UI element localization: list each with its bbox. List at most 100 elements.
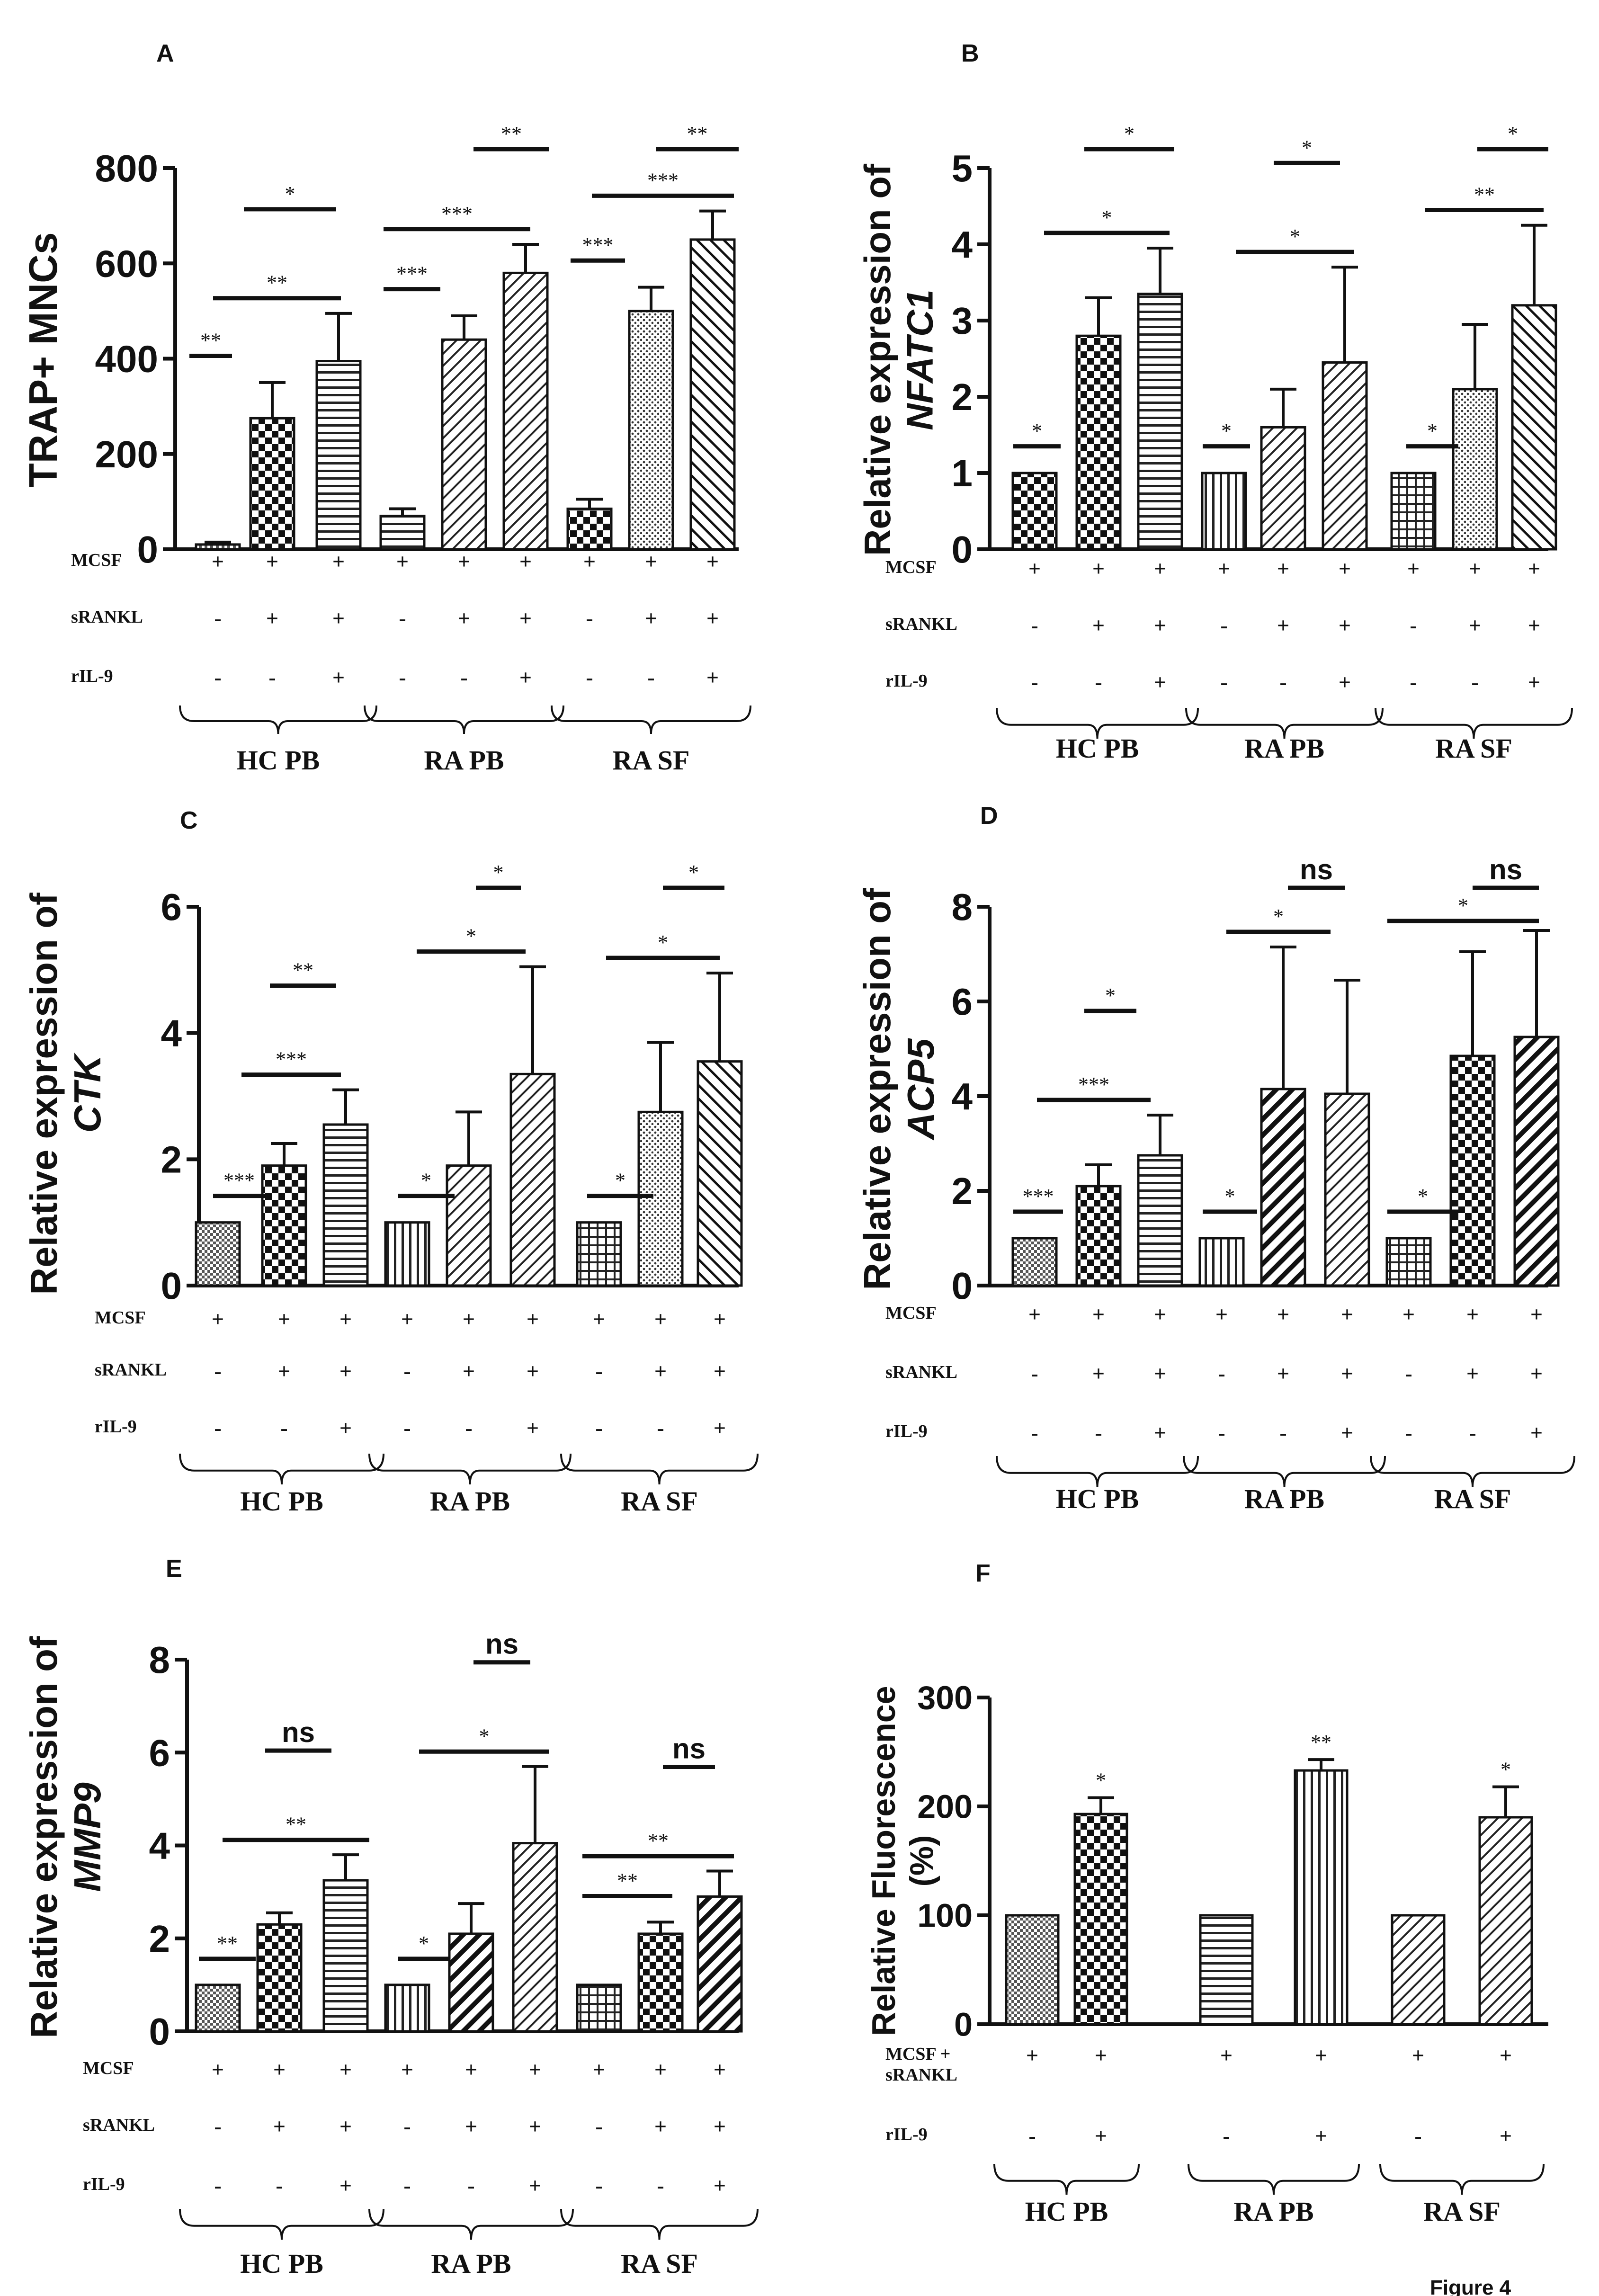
significance-label: **	[267, 271, 287, 295]
condition-value: -	[586, 606, 593, 630]
bar	[1390, 472, 1437, 551]
bar	[195, 543, 241, 551]
panel-letter: A	[156, 40, 174, 67]
y-tick-label: 100	[917, 1897, 973, 1934]
panel-letter: F	[975, 1560, 991, 1587]
y-tick-label: 1	[952, 452, 973, 494]
condition-label: sRANKL	[71, 607, 143, 627]
condition-value: +	[1154, 613, 1166, 637]
group-brace	[179, 2208, 384, 2240]
bar	[384, 1221, 430, 1287]
condition-value: +	[339, 1307, 352, 1331]
condition-value: +	[1215, 1302, 1228, 1326]
condition-value: -	[1031, 613, 1038, 637]
bar	[1385, 1237, 1432, 1287]
condition-value: -	[1405, 1361, 1412, 1385]
condition-value: +	[645, 549, 657, 573]
group-label: RA PB	[430, 1486, 510, 1517]
bar	[1198, 1237, 1245, 1287]
bar	[1513, 1036, 1560, 1287]
group-brace	[560, 1453, 759, 1485]
bar	[1324, 1092, 1370, 1287]
bar	[1073, 1813, 1128, 2026]
significance-label: *	[1124, 122, 1134, 145]
condition-value: +	[529, 2057, 541, 2082]
condition-value: +	[1528, 670, 1540, 694]
group-brace	[551, 705, 751, 734]
significance-label: ns	[282, 1716, 315, 1748]
condition-value: +	[1339, 613, 1351, 637]
y-tick-label: 200	[917, 1788, 973, 1825]
bar	[1137, 293, 1183, 551]
condition-value: +	[654, 2057, 667, 2082]
significance-label: ns	[1489, 854, 1522, 885]
y-tick-label: 3	[952, 300, 973, 342]
bar	[1478, 1816, 1533, 2026]
condition-value: -	[1410, 613, 1417, 637]
condition-value: +	[714, 1359, 726, 1383]
condition-value: -	[1095, 670, 1102, 694]
significance-label: ***	[276, 1048, 307, 1071]
bar	[1511, 304, 1557, 551]
significance-label: *	[285, 182, 295, 205]
condition-value: +	[1407, 556, 1420, 581]
condition-value: -	[268, 665, 276, 689]
condition-value: +	[1341, 1361, 1353, 1385]
condition-label: MCSF	[885, 1303, 937, 1323]
y-tick-label: 2	[952, 376, 973, 418]
condition-value: -	[214, 2114, 221, 2138]
condition-value: +	[1402, 1302, 1415, 1326]
significance-label: *	[1102, 206, 1112, 229]
condition-value: -	[1220, 613, 1227, 637]
bar	[576, 1221, 622, 1287]
condition-value: +	[1220, 2043, 1233, 2067]
condition-value: -	[403, 2114, 411, 2138]
bar	[1260, 426, 1306, 551]
significance-label: *	[1418, 1185, 1428, 1208]
significance-label: *	[1302, 136, 1312, 159]
condition-label: MCSF + sRANKL	[885, 2044, 957, 2085]
condition-label: rIL-9	[885, 671, 928, 691]
condition-value: -	[657, 1416, 664, 1440]
group-label: HC PB	[240, 1486, 323, 1517]
bar	[628, 310, 674, 551]
group-brace	[1379, 2163, 1545, 2195]
bar	[576, 1983, 622, 2033]
bar	[379, 515, 426, 551]
significance-label: ns	[1300, 854, 1333, 885]
group-label: HC PB	[237, 745, 320, 776]
condition-value: -	[1405, 1420, 1412, 1445]
group-brace	[364, 705, 564, 734]
group-label: RA SF	[1423, 2196, 1501, 2227]
significance-label: ***	[1078, 1073, 1109, 1096]
condition-value: +	[1092, 556, 1105, 581]
condition-value: +	[583, 549, 596, 573]
condition-label: MCSF	[885, 557, 937, 577]
condition-value: -	[1414, 2124, 1421, 2148]
group-brace	[1188, 2163, 1360, 2195]
group-brace	[368, 2208, 574, 2240]
condition-value: +	[1341, 1302, 1353, 1326]
significance-label: *	[421, 1169, 431, 1192]
condition-value: +	[1092, 613, 1105, 637]
condition-value: -	[403, 1359, 411, 1383]
y-axis-label: Relative expression ofNFATC1	[857, 163, 941, 556]
significance-label: **	[286, 1813, 306, 1836]
bar	[1449, 1054, 1496, 1287]
condition-value: -	[586, 665, 593, 689]
bar	[502, 271, 549, 551]
bar	[261, 1164, 307, 1287]
panel-letter: C	[180, 807, 198, 834]
group-label: HC PB	[1056, 733, 1139, 764]
condition-value: -	[595, 2114, 602, 2138]
condition-value: +	[654, 1307, 667, 1331]
condition-value: -	[1095, 1420, 1102, 1445]
condition-label: rIL-9	[71, 666, 113, 686]
condition-value: -	[647, 665, 654, 689]
condition-value: +	[1277, 1361, 1289, 1385]
condition-value: -	[214, 2173, 221, 2198]
condition-value: -	[399, 606, 406, 630]
significance-label: ***	[396, 262, 428, 286]
condition-value: +	[654, 1359, 667, 1383]
y-tick-label: 5	[952, 147, 973, 189]
